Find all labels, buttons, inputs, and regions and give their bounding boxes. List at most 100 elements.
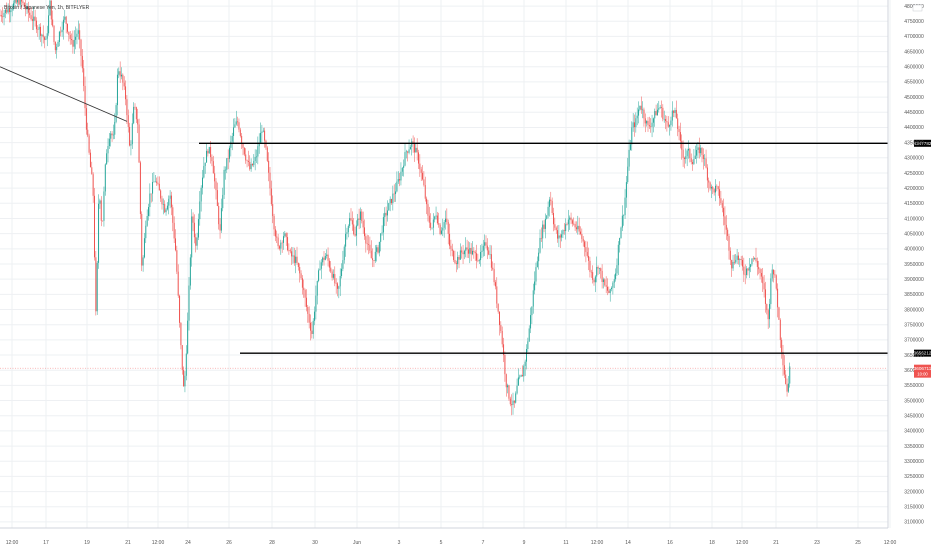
candle-body	[681, 140, 683, 150]
candle-body	[161, 198, 163, 205]
candle-body	[0, 15, 1, 16]
candle-body	[296, 256, 298, 263]
candle-body	[725, 224, 727, 230]
candle-body	[445, 218, 446, 223]
y-tick-label: 4600000	[904, 65, 924, 71]
candle-body	[488, 250, 490, 255]
candle-body	[530, 315, 532, 329]
y-tick-label: 4050000	[904, 231, 924, 237]
candle-body	[26, 6, 28, 10]
candle-body	[353, 224, 355, 235]
candle-body	[141, 213, 143, 266]
chart-settings-icon[interactable]	[912, 4, 923, 12]
candle-body	[176, 250, 178, 272]
candle-body	[89, 152, 91, 168]
candle-body	[619, 238, 621, 245]
candle-body	[670, 120, 672, 126]
candle-body	[359, 211, 361, 220]
candle-body	[462, 252, 464, 255]
candle-body	[134, 106, 136, 108]
candle-body	[45, 38, 47, 40]
candle-body	[412, 141, 414, 143]
candle-body	[469, 247, 471, 254]
candle-body	[75, 36, 77, 40]
candle-body	[575, 227, 577, 230]
candle-body	[544, 218, 546, 229]
candle-body	[511, 404, 513, 406]
candle-body	[616, 265, 618, 274]
candle-body	[361, 211, 363, 221]
candle-body	[229, 147, 230, 159]
candle-body	[435, 215, 437, 217]
candle-body	[678, 128, 680, 133]
candle-body	[751, 258, 753, 265]
candle-body	[519, 376, 521, 378]
x-tick-label: 12:00	[736, 540, 749, 546]
candle-body	[558, 235, 560, 239]
candle-body	[742, 260, 743, 267]
x-tick-label: 9	[523, 540, 526, 546]
candle-body	[688, 148, 689, 151]
trend-line-group[interactable]	[0, 66, 128, 122]
y-tick-label: 3200000	[904, 489, 924, 495]
candle-body	[116, 74, 118, 106]
candle-body	[770, 278, 772, 305]
candle-body	[56, 46, 58, 51]
candle-body	[708, 180, 710, 183]
candle-body	[709, 182, 711, 189]
candle-body	[523, 365, 525, 377]
candle-body	[729, 250, 731, 260]
candle-body	[189, 257, 191, 286]
horizontal-lines[interactable]: 4347782 3656212	[199, 139, 932, 357]
candle-body	[640, 105, 642, 110]
candle-body	[269, 172, 271, 189]
x-tick-label: 17	[43, 540, 49, 546]
y-tick-label: 4250000	[904, 171, 924, 177]
candle-body	[377, 247, 379, 253]
candle-body	[380, 233, 382, 242]
candle-body	[204, 162, 206, 166]
candle-body	[723, 207, 725, 217]
candle-body	[79, 30, 81, 40]
candle-body	[41, 34, 43, 36]
candle-body	[546, 215, 548, 219]
candle-body	[319, 268, 321, 271]
y-tick-label: 4350000	[904, 140, 924, 146]
candle-body	[193, 222, 195, 238]
candle-body	[211, 157, 213, 162]
candle-body	[288, 250, 290, 251]
candle-body	[631, 127, 633, 145]
x-tick-label: 24	[185, 540, 191, 546]
price-axis[interactable]: 4800000475000047000004650000460000045500…	[887, 0, 932, 528]
candle-body	[145, 225, 147, 239]
candle-body	[57, 41, 59, 47]
x-tick-label: 7	[482, 540, 485, 546]
candle-body	[594, 276, 596, 283]
candle-body	[357, 218, 359, 226]
candle-body	[588, 255, 590, 261]
candle-body	[521, 375, 523, 377]
candle-body	[260, 132, 262, 143]
candle-body	[208, 146, 210, 154]
candle-body	[37, 29, 39, 30]
candle-body	[284, 233, 286, 237]
candle-body	[212, 161, 214, 174]
candle-body	[446, 218, 448, 222]
candle-body	[280, 242, 282, 249]
candle-body	[693, 159, 695, 164]
candle-body	[710, 186, 712, 189]
candle-body	[77, 30, 79, 34]
price-label-text: 3656212	[914, 351, 932, 356]
candle-body	[122, 74, 124, 83]
candle-body	[600, 268, 602, 271]
candle-body	[701, 147, 703, 155]
candle-body	[581, 234, 583, 239]
time-axis[interactable]: 12:00 17 19 21 12:00 24 26 28 30 Jun 3 5 7 9 11 12:00 14…	[0, 527, 896, 546]
candle-body	[44, 37, 46, 40]
candle-body	[334, 274, 336, 284]
candle-body	[261, 131, 263, 133]
candle-body	[419, 163, 421, 170]
candle-body	[736, 255, 738, 260]
candle-body	[644, 118, 646, 124]
